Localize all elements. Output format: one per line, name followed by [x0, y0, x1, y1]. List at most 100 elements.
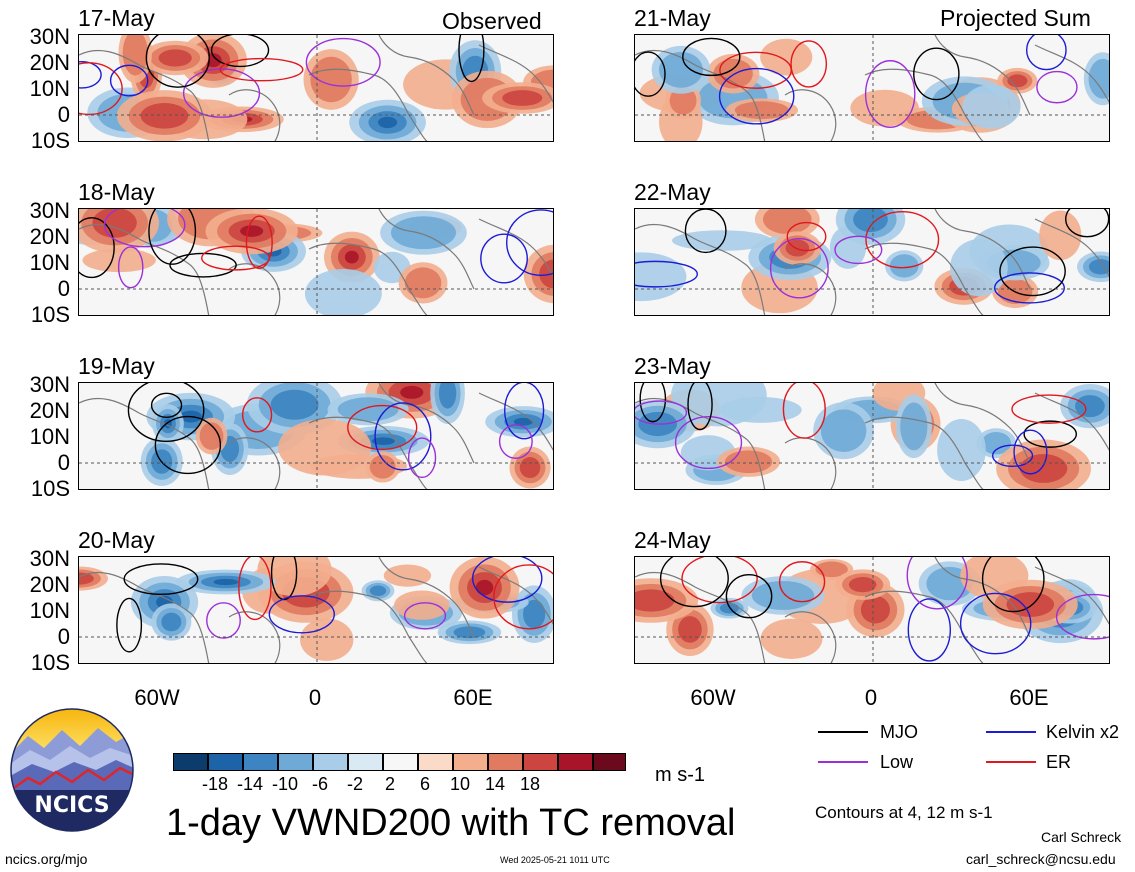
coastline: [635, 223, 766, 315]
wave-contour: [991, 444, 1034, 468]
wave-contour: [681, 557, 758, 604]
coastline: [378, 209, 475, 290]
coastline: [1034, 566, 1109, 625]
wave-contour: [659, 557, 729, 608]
wave-contour: [471, 557, 543, 603]
panel-date-17may: 17-May: [78, 5, 155, 31]
wave-contour: [906, 557, 968, 610]
coastline: [784, 89, 837, 141]
wave-contour: [504, 383, 545, 440]
lat-label-0: 0: [57, 102, 70, 127]
map-panel-22may: [634, 208, 1110, 316]
colorbar-label: 10: [449, 774, 471, 794]
panel-date-23may: 23-May: [634, 353, 711, 379]
coastline: [308, 68, 428, 141]
coastline: [308, 590, 428, 663]
lon-label-0: 0: [308, 685, 322, 710]
anomaly-shade: [310, 56, 352, 103]
lat-label-20n: 20N: [29, 572, 70, 597]
colorbar-swatch: [593, 753, 626, 771]
wave-contour: [674, 415, 743, 470]
coastline: [378, 35, 475, 116]
lon-label-60w: 60W: [690, 685, 736, 710]
colorbar: [173, 753, 626, 771]
colorbar-label: 14: [484, 774, 506, 794]
anomaly-shade: [394, 590, 450, 620]
coastline: [478, 566, 553, 625]
wave-contour: [1013, 429, 1048, 475]
wave-contour: [635, 400, 688, 425]
wave-contour: [959, 592, 1032, 655]
anomaly-shade: [344, 250, 359, 264]
wave-contour: [79, 62, 123, 116]
colorbar-swatch: [383, 753, 418, 771]
wave-contour: [635, 260, 698, 288]
coastline: [864, 590, 984, 663]
coastline: [864, 416, 984, 489]
lat-label-10n: 10N: [29, 424, 70, 449]
colorbar-swatch: [558, 753, 593, 771]
wave-contour: [993, 272, 1065, 304]
coastline: [864, 242, 984, 315]
wave-contour: [493, 564, 553, 630]
panel-tag-projected: Projected Sum: [940, 5, 1091, 31]
wave-contour: [109, 64, 149, 97]
wave-contour: [182, 68, 261, 118]
coastline: [478, 218, 553, 277]
anomaly-shade: [1006, 592, 1055, 617]
wave-contour: [913, 47, 960, 101]
legend-er-line: [986, 761, 1036, 763]
anomaly-shade: [760, 38, 813, 76]
anomaly-shade: [404, 267, 442, 299]
wave-contour: [498, 424, 533, 459]
anomaly-shade: [981, 432, 1012, 455]
wave-contour: [786, 221, 827, 252]
colorbar-swatch: [523, 753, 558, 771]
anomaly-shade: [1088, 259, 1109, 275]
anomaly-shade: [1075, 395, 1105, 418]
anomaly-shade: [383, 564, 432, 587]
wave-contour: [305, 37, 381, 87]
wave-contour: [834, 235, 883, 265]
contours-note: Contours at 4, 12 m s-1: [815, 803, 993, 822]
coastline: [784, 611, 837, 663]
wave-contour: [1023, 420, 1077, 448]
lat-label-20n: 20N: [29, 50, 70, 75]
coastline: [79, 397, 210, 489]
anomaly-shade: [719, 397, 802, 423]
anomaly-shade: [369, 585, 387, 597]
legend-kelvin-label: Kelvin x2: [1046, 722, 1120, 742]
panel-date-24may: 24-May: [634, 527, 711, 553]
colorbar-label: -14: [236, 774, 263, 794]
legend-kelvin-line: [986, 731, 1036, 733]
map-panel-18may: [78, 208, 554, 316]
coastline: [864, 68, 984, 141]
wave-contour: [116, 597, 143, 653]
lon-label-60w: 60W: [134, 685, 180, 710]
coastline: [1034, 392, 1109, 451]
anomaly-shade: [92, 209, 137, 238]
colorbar-swatch: [313, 753, 348, 771]
anomaly-shade: [937, 418, 986, 482]
wave-contour: [1065, 209, 1109, 238]
coastline: [784, 437, 837, 489]
wave-contour: [154, 415, 222, 475]
anomaly-shade: [1007, 74, 1028, 88]
coastline: [784, 263, 837, 315]
lat-label-10s: 10S: [30, 302, 70, 327]
lat-label-20n: 20N: [29, 224, 70, 249]
anomaly-shade: [713, 58, 753, 89]
wave-contour: [480, 233, 528, 284]
anomaly-shade: [519, 457, 541, 479]
wave-contour: [238, 557, 272, 621]
anomaly-shade: [390, 216, 456, 250]
coastline: [1034, 218, 1109, 277]
logo-text: NCICS: [34, 793, 109, 818]
panel-date-21may: 21-May: [634, 5, 711, 31]
map-panel-24may: [634, 556, 1110, 664]
anomaly-shade: [523, 599, 546, 629]
wave-contour: [635, 51, 666, 97]
wave-contour: [639, 383, 667, 423]
anomaly-shade: [962, 84, 1021, 129]
anomaly-shade: [1019, 454, 1068, 483]
